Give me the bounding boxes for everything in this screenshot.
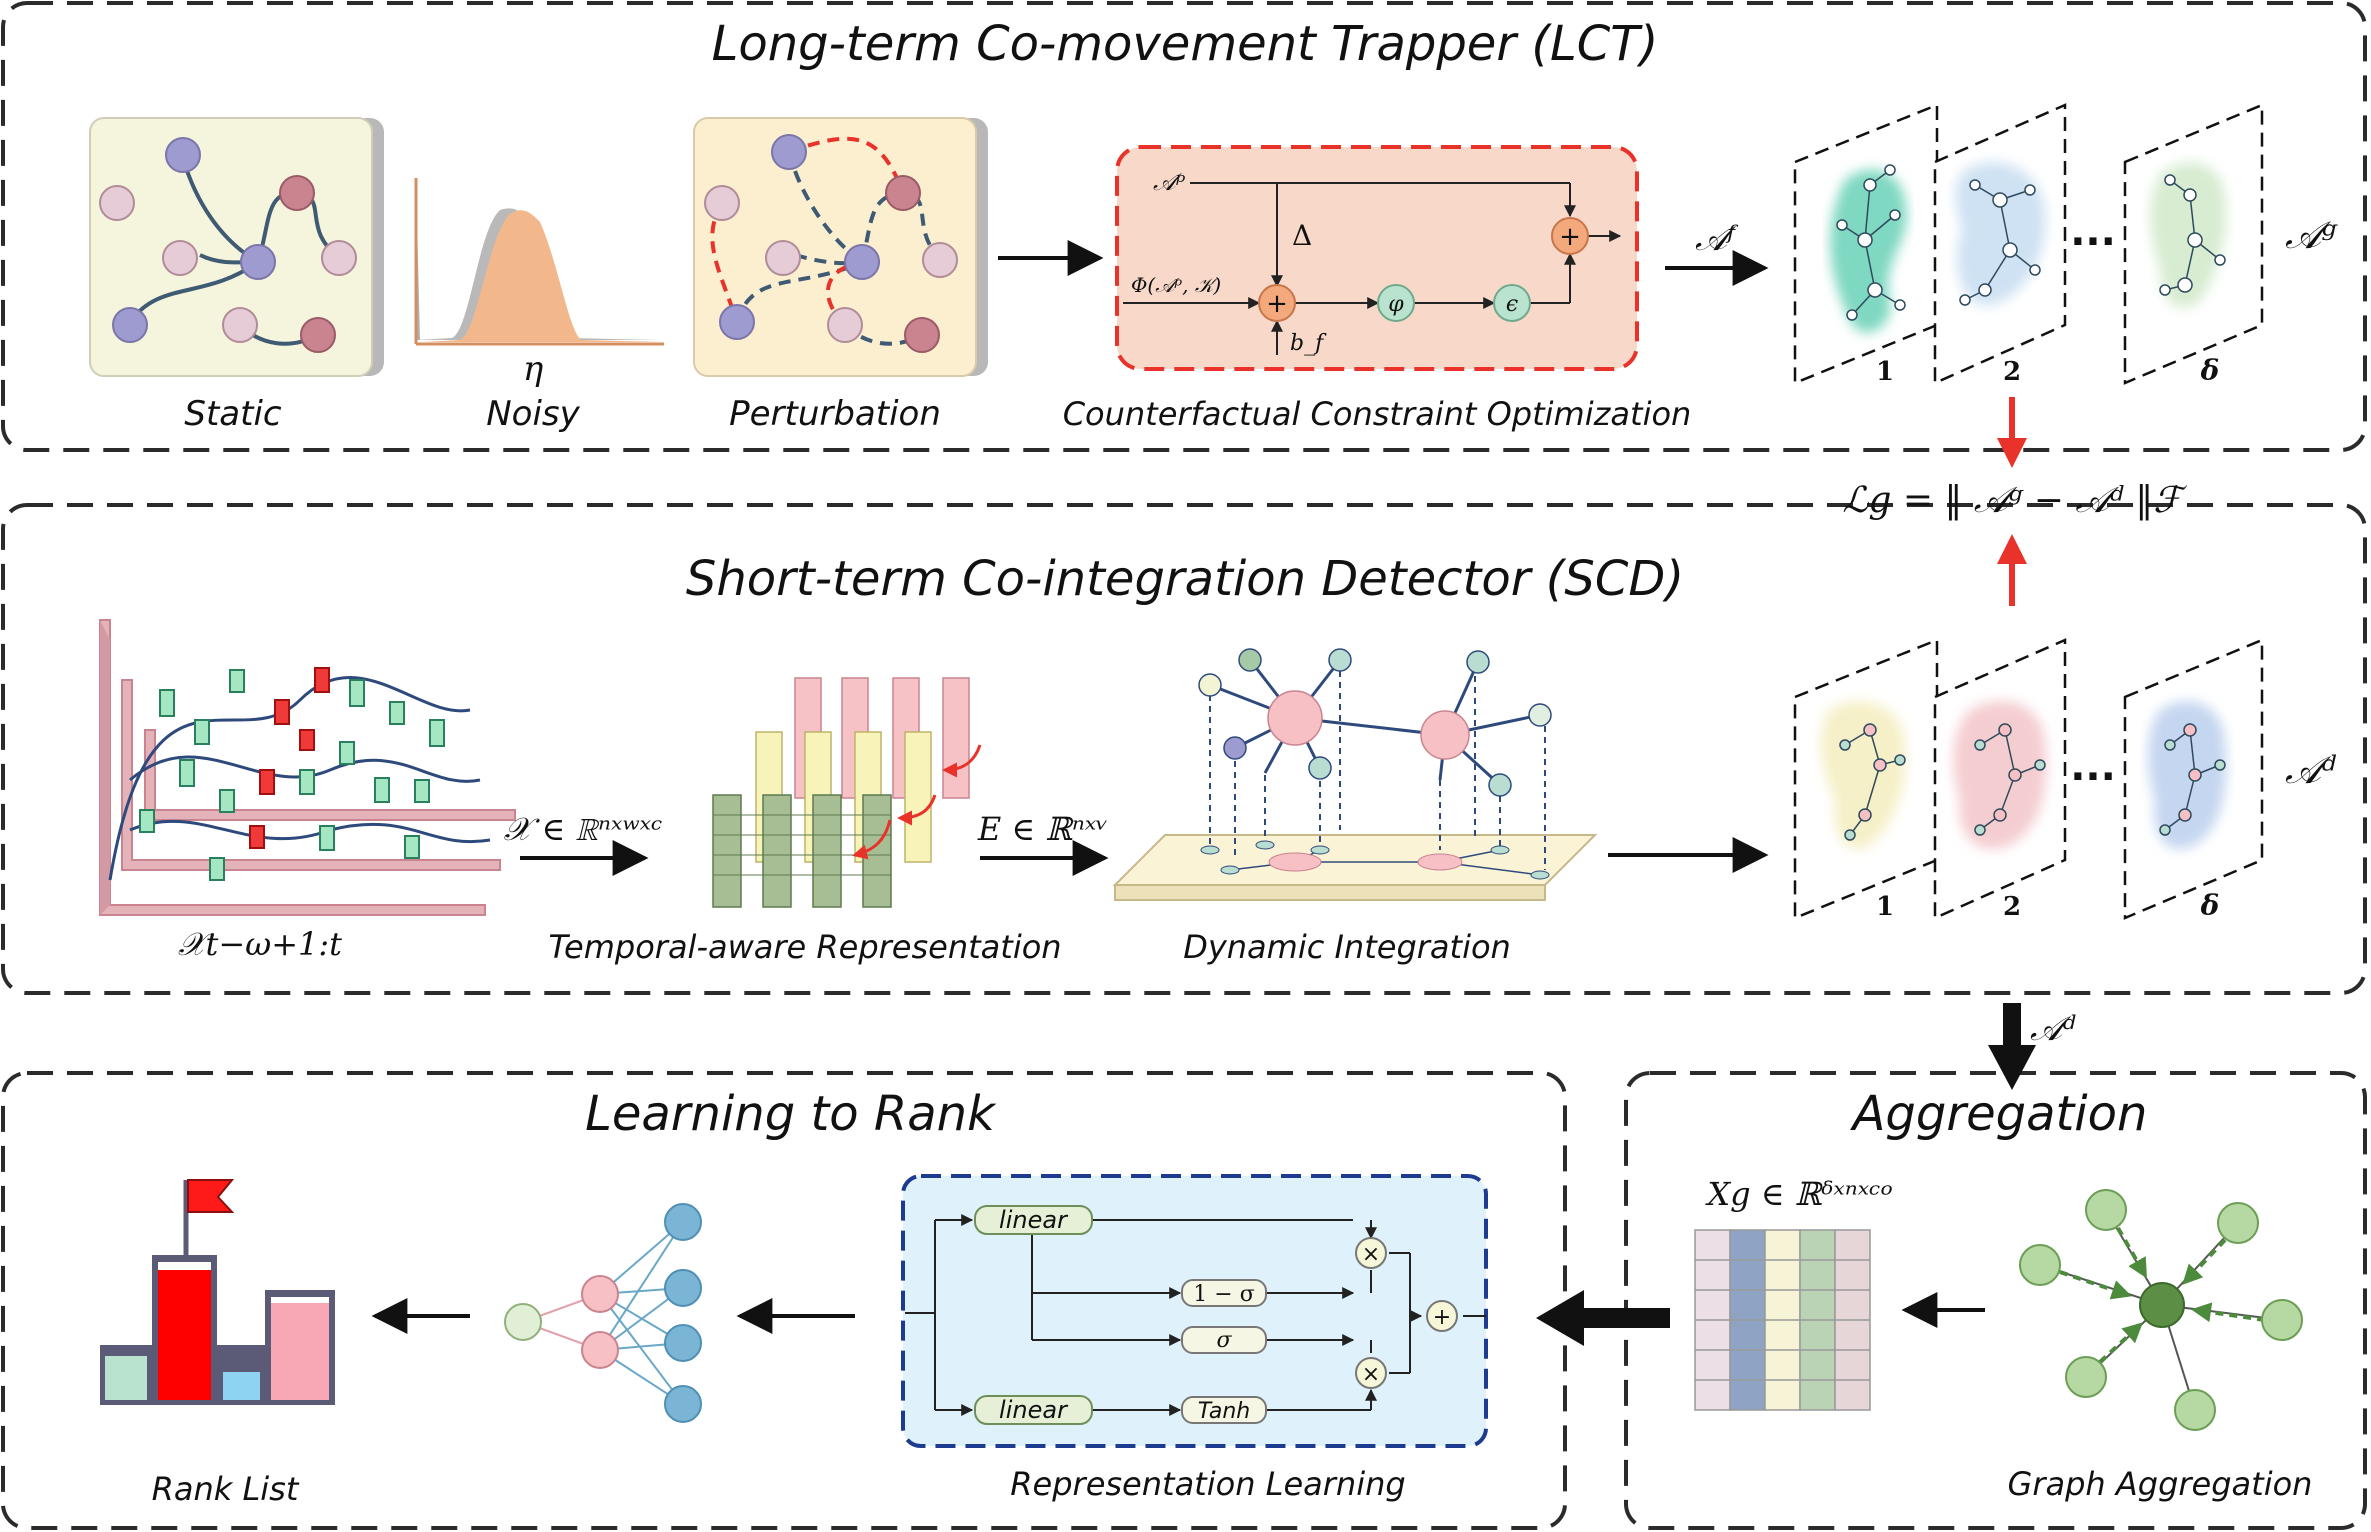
thick-arrow-down — [1988, 1003, 2036, 1090]
rep-learning-wires — [905, 1214, 1486, 1416]
ag-graph-planes — [1793, 103, 2264, 385]
svg-text:+: + — [1266, 289, 1288, 319]
ag-label: 𝒜ᵍ — [2285, 213, 2338, 257]
cco-bias: b_f — [1290, 331, 1327, 356]
cco-op-epsilon: ϵ — [1493, 284, 1531, 322]
svg-text:+: + — [1559, 222, 1581, 252]
multiply-op-2: × — [1355, 1357, 1387, 1389]
perturbation-label: Perturbation — [729, 394, 941, 434]
ad-down-label: 𝒜ᵈ — [2030, 1009, 2076, 1049]
svg-text:×: × — [1362, 1242, 1380, 1267]
ltr-title: Learning to Rank — [585, 1086, 997, 1142]
ad-graph-planes — [1793, 638, 2264, 920]
graph-agg-label: Graph Aggregation — [2008, 1465, 2313, 1503]
linear-node-1: linear — [974, 1205, 1093, 1235]
svg-text:×: × — [1362, 1362, 1380, 1387]
cco-phi-input: Φ(𝒜ᵖ, 𝒦) — [1131, 273, 1221, 297]
agg-panel-border — [1624, 1071, 2367, 1530]
linear-node-2: linear — [974, 1395, 1093, 1425]
ag-index-2: 2 — [2003, 357, 2021, 387]
ag-ellipsis: ··· — [2070, 219, 2116, 265]
rep-learning-box — [901, 1174, 1488, 1448]
graph-aggregation-star — [2019, 1189, 2303, 1431]
perturbation-graph-card — [693, 117, 988, 377]
temporal-representation-stack — [712, 677, 982, 908]
cco-op-plus-1: + — [1258, 284, 1296, 322]
rank-list-chart — [100, 1179, 335, 1405]
dynamic-label: Dynamic Integration — [1183, 928, 1511, 966]
svg-text:Tanh: Tanh — [1198, 1399, 1251, 1424]
cco-flow-lines — [1123, 182, 1622, 355]
agg-title: Aggregation — [1850, 1086, 2148, 1142]
svg-text:+: + — [1433, 1305, 1451, 1330]
xg-space-label: Xg ∈ ℝᵟˣⁿˣᶜᵒ — [1704, 1175, 1892, 1213]
temporal-label: Temporal-aware Representation — [548, 928, 1061, 966]
cco-op-varphi: φ — [1377, 284, 1415, 322]
xg-feature-table — [1694, 1229, 1871, 1411]
rank-list-label: Rank List — [152, 1470, 300, 1508]
static-label: Static — [184, 394, 282, 434]
static-graph-card — [89, 117, 384, 377]
one-minus-sigma-node: 1 − σ — [1181, 1279, 1267, 1307]
scd-title: Short-term Co-integration Detector (SCD) — [686, 551, 1684, 607]
sigma-node: σ — [1181, 1326, 1267, 1354]
loss-formula: ℒg = ‖ 𝒜ᵍ − 𝒜ᵈ ‖ℱ — [1842, 480, 2187, 521]
noisy-symbol: η — [523, 349, 544, 389]
add-op: + — [1426, 1300, 1458, 1332]
svg-text:φ: φ — [1388, 292, 1404, 317]
dynamic-integration-graph — [1112, 648, 1598, 901]
svg-text:1 − σ: 1 − σ — [1193, 1282, 1254, 1307]
multiply-op-1: × — [1355, 1237, 1387, 1269]
ad-index-1: 1 — [1876, 892, 1894, 922]
rep-learning-label: Representation Learning — [1010, 1465, 1405, 1503]
x-window-label: 𝒳t−ω+1:t — [178, 925, 342, 963]
lct-title: Long-term Co-movement Trapper (LCT) — [712, 16, 1659, 72]
cco-box — [1115, 145, 1639, 371]
noisy-distribution — [414, 178, 664, 346]
svg-text:σ: σ — [1216, 1328, 1232, 1353]
svg-text:linear: linear — [999, 1206, 1069, 1234]
af-label: 𝒜ᶠ — [1695, 219, 1739, 259]
e-space-label: E ∈ ℝⁿˣᵛ — [977, 810, 1108, 848]
ad-ellipsis: ··· — [2070, 754, 2116, 800]
ag-index-delta: δ — [2200, 354, 2220, 387]
lct-panel-border — [1, 1, 2367, 452]
cco-op-plus-2: + — [1551, 217, 1589, 255]
ad-index-delta: δ — [2200, 889, 2220, 922]
x-space-label: 𝒳 ∈ ℝⁿˣʷˣᶜ — [504, 810, 662, 848]
ad-index-2: 2 — [2003, 892, 2021, 922]
candlestick-stack — [99, 619, 516, 916]
cco-ap: 𝒜ᵖ — [1153, 168, 1186, 196]
cco-delta: Δ — [1292, 219, 1312, 252]
tanh-node: Tanh — [1181, 1396, 1267, 1424]
ag-index-1: 1 — [1876, 357, 1894, 387]
scd-panel-border — [1, 503, 2367, 995]
cco-label: Counterfactual Constraint Optimization — [1063, 395, 1692, 433]
svg-text:ϵ: ϵ — [1506, 292, 1518, 317]
thick-arrow-left — [1536, 1290, 1670, 1346]
noisy-label: Noisy — [486, 394, 580, 434]
svg-text:linear: linear — [999, 1396, 1069, 1424]
ranking-neural-network — [504, 1203, 702, 1423]
ad-label: 𝒜ᵈ — [2285, 748, 2337, 792]
